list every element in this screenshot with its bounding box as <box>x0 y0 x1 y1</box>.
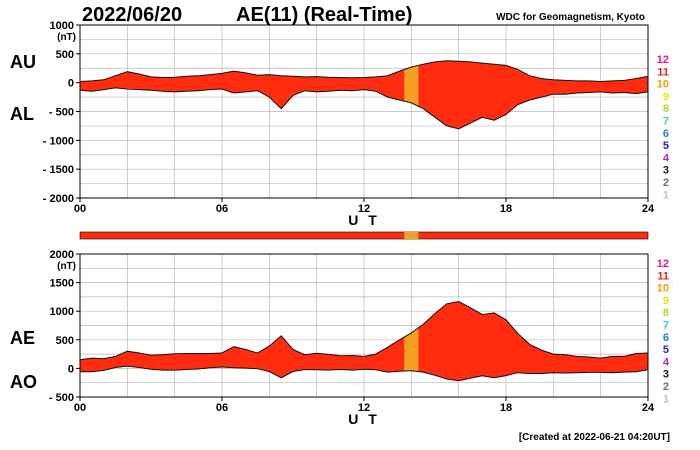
y-tick-label: 1500 <box>50 278 74 290</box>
station-count-7: 7 <box>663 320 669 332</box>
station-count-6: 6 <box>663 128 669 140</box>
data-source: WDC for Geomagnetism, Kyoto <box>496 12 645 23</box>
station-count-4: 4 <box>663 356 670 368</box>
series-band <box>80 60 648 129</box>
series-label-ao: AO <box>10 372 37 392</box>
station-count-2: 2 <box>663 381 669 393</box>
series-label-au: AU <box>10 52 36 72</box>
station-count-10: 10 <box>657 283 669 295</box>
x-tick-label: 18 <box>500 203 512 215</box>
station-count-2: 2 <box>663 177 669 189</box>
station-count-11: 11 <box>657 270 669 282</box>
y-tick-label: 500 <box>56 49 74 61</box>
station-count-12: 12 <box>657 258 669 270</box>
x-tick-label: 00 <box>74 402 86 414</box>
x-tick-label: 12 <box>358 402 370 414</box>
y-tick-label: - 1000 <box>43 135 74 147</box>
series-line-au <box>79 60 649 83</box>
y-tick-label: 500 <box>56 335 74 347</box>
y-tick-label: 0 <box>68 78 74 90</box>
y-tick-label: - 500 <box>49 107 74 119</box>
station-count-10: 10 <box>657 79 669 91</box>
series-line-ao <box>80 365 649 382</box>
x-tick-label: 00 <box>74 203 86 215</box>
unit-label: (nT) <box>57 261 76 272</box>
y-tick-label: 0 <box>68 363 74 375</box>
station-count-3: 3 <box>663 369 669 381</box>
y-tick-label: - 2000 <box>43 193 74 205</box>
station-count-strip <box>79 231 649 240</box>
station-count-5: 5 <box>663 344 669 356</box>
x-tick-label: 06 <box>216 402 228 414</box>
series-label-ae: AE <box>10 328 36 348</box>
series-label-al: AL <box>10 104 34 124</box>
chart-title: AE(11) (Real-Time) <box>236 4 413 26</box>
station-count-6: 6 <box>663 332 669 344</box>
series-line-ae <box>79 300 649 361</box>
x-tick-label: 24 <box>642 402 655 414</box>
y-tick-label: - 500 <box>49 392 74 404</box>
y-tick-label: 2000 <box>50 249 74 261</box>
created-timestamp: [Created at 2022-06-21 04:20UT] <box>518 432 670 443</box>
station-count-8: 8 <box>663 307 669 319</box>
x-tick-label: 18 <box>500 402 512 414</box>
series-line-al <box>79 87 649 130</box>
station-count-9: 9 <box>663 295 669 307</box>
y-tick-label: 1000 <box>50 20 74 32</box>
x-tick-label: 24 <box>642 203 655 215</box>
x-tick-label: 12 <box>358 203 370 215</box>
series-band <box>80 301 648 381</box>
station-count-5: 5 <box>663 140 669 152</box>
station-count-7: 7 <box>663 116 669 128</box>
unit-label: (nT) <box>57 32 76 43</box>
station-count-4: 4 <box>663 152 670 164</box>
x-tick-label: 06 <box>216 203 228 215</box>
station-count-12: 12 <box>657 54 669 66</box>
x-axis-label: U T <box>348 212 380 228</box>
station-count-1: 1 <box>663 189 669 201</box>
y-tick-label: - 1500 <box>43 164 74 176</box>
station-count-strip-highlight <box>404 232 419 239</box>
chart-date: 2022/06/20 <box>82 4 183 26</box>
station-count-11: 11 <box>657 66 669 78</box>
station-count-3: 3 <box>663 165 669 177</box>
x-axis-label: U T <box>348 411 380 427</box>
station-count-9: 9 <box>663 91 669 103</box>
station-count-1: 1 <box>663 393 669 405</box>
y-tick-label: 1000 <box>50 306 74 318</box>
station-count-8: 8 <box>663 103 669 115</box>
